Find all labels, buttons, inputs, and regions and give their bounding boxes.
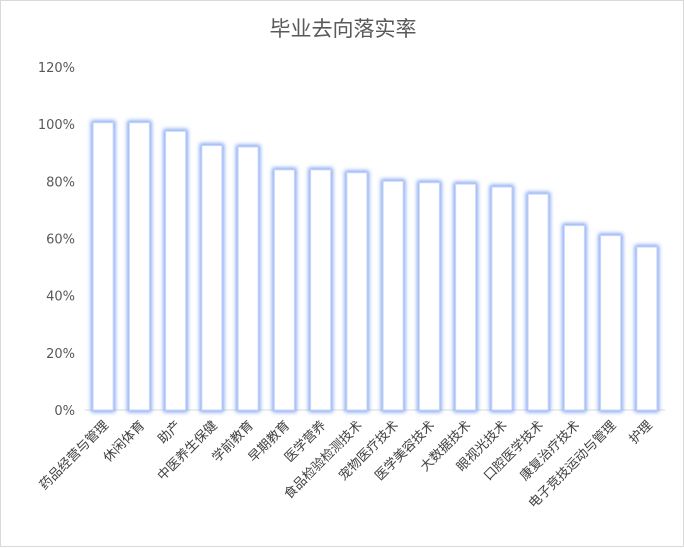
bar <box>562 223 587 412</box>
bar-body <box>491 186 513 411</box>
y-tick-label: 20% <box>46 347 75 362</box>
bar <box>163 129 188 412</box>
bar-body <box>237 146 259 411</box>
bar-body <box>201 145 223 411</box>
bar <box>526 192 551 412</box>
bar <box>272 167 297 412</box>
bar <box>127 120 152 413</box>
bar <box>381 179 406 412</box>
bar <box>199 143 224 413</box>
bar <box>236 145 261 413</box>
y-tick-label: 60% <box>46 233 75 248</box>
bar-body <box>165 130 187 411</box>
bar <box>308 167 333 412</box>
bar-body <box>346 172 368 411</box>
bar <box>634 245 659 412</box>
bar-body <box>128 122 150 411</box>
bar-body <box>527 193 549 411</box>
x-tick-label: 护理 <box>627 418 656 447</box>
bar-body <box>418 182 440 411</box>
bar-body <box>455 183 477 411</box>
chart-title: 毕业去向落实率 <box>269 17 417 41</box>
bar <box>598 233 623 412</box>
bar-body <box>382 180 404 411</box>
y-tick-label: 100% <box>38 118 75 133</box>
y-tick-label: 120% <box>38 61 75 76</box>
bar-body <box>636 246 658 411</box>
bars-group <box>91 120 659 413</box>
bar-body <box>600 235 622 411</box>
y-axis-tick-labels: 0% 20% 40% 60% 80% 100% 120% <box>38 61 75 419</box>
bar <box>91 120 116 413</box>
x-tick-label: 助产 <box>155 418 184 447</box>
bar-body <box>92 122 114 411</box>
bar <box>344 170 369 412</box>
y-tick-label: 0% <box>54 404 75 419</box>
bar-body <box>310 169 332 411</box>
bar <box>489 185 514 412</box>
bar <box>453 182 478 412</box>
y-tick-label: 80% <box>46 175 75 190</box>
bar-body <box>563 225 585 411</box>
bar-body <box>273 169 295 411</box>
y-tick-label: 40% <box>46 290 75 305</box>
bar <box>417 180 442 412</box>
